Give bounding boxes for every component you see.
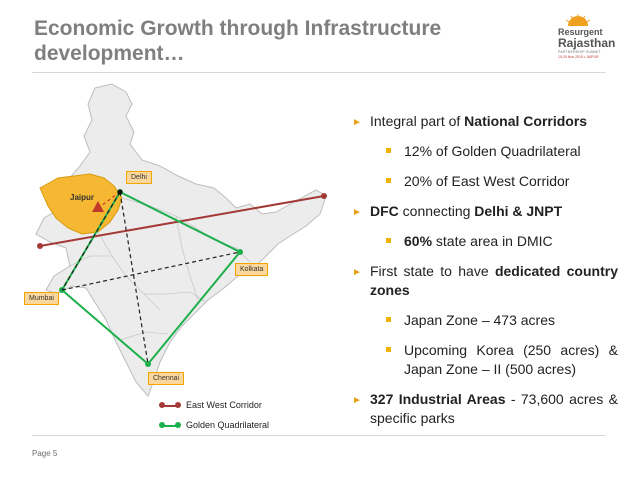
bullet-text: Integral part of — [370, 113, 465, 129]
bullet-dfc: ► DFC connecting Delhi & JNPT — [352, 202, 618, 221]
logo-text-date: 19-20 Nov 2015 • JAIPUR — [558, 55, 599, 59]
arrow-bullet-icon: ► — [352, 207, 362, 218]
title-line-2: development… — [34, 42, 185, 65]
jaipur-label: Jaipur — [70, 193, 94, 202]
logo-text-summit: PARTNERSHIP SUMMIT — [558, 50, 601, 54]
arrow-bullet-icon: ► — [352, 117, 362, 128]
bullet-text: First state to have — [370, 263, 495, 279]
sub-bullet-bold-text: 60% — [404, 233, 433, 249]
kolkata-label: Kolkata — [235, 263, 269, 276]
bullet-national-corridors: ► Integral part of National Corridors — [352, 112, 618, 131]
square-bullet-icon — [386, 178, 391, 183]
chennai-label: Chennai — [148, 372, 185, 385]
logo-text-rajasthan: Rajasthan — [558, 36, 616, 50]
golden-swatch-dot-left — [159, 422, 165, 428]
sub-bullet-text: 12% of Golden Quadrilateral — [404, 143, 581, 159]
title-line-1: Economic Growth through Infrastructure — [34, 17, 442, 40]
bullet-bold-text: National Corridors — [464, 113, 588, 129]
title-divider — [32, 72, 606, 73]
square-bullet-icon — [386, 317, 391, 322]
legend-golden-label: Golden Quadrilateral — [186, 420, 270, 430]
legend-east-west-label: East West Corridor — [186, 400, 262, 410]
east-west-swatch-dot-left — [159, 402, 165, 408]
mumbai-kolkata-dashed — [61, 251, 241, 291]
golden-swatch-dot-right — [175, 422, 181, 428]
bullet-bold-text: DFC — [370, 203, 399, 219]
india-map: Jaipur — [35, 83, 327, 397]
bullet-bold-text: 327 Industrial Areas — [370, 391, 506, 407]
sub-bullet-text: Japan Zone – 473 acres — [404, 312, 555, 328]
square-bullet-icon — [386, 347, 391, 352]
square-bullet-icon — [386, 148, 391, 153]
sub-bullet-korea-zone: Upcoming Korea (250 acres) & Japan Zone … — [352, 341, 618, 379]
bullet-list: ► Integral part of National Corridors 12… — [352, 112, 618, 439]
jaipur-marker-icon — [92, 201, 104, 212]
map-legend: East West Corridor Golden Quadrilateral — [158, 396, 338, 436]
east-west-corridor-line — [39, 195, 325, 247]
slide-title: Economic Growth through Infrastructure d… — [34, 16, 504, 66]
mumbai-label: Mumbai — [24, 292, 59, 305]
sub-bullet-text: state area in DMIC — [432, 233, 553, 249]
sub-bullet-text: 20% of East West Corridor — [404, 173, 570, 189]
delhi-label: Delhi — [126, 171, 152, 184]
sub-bullet-dmic: 60% state area in DMIC — [352, 232, 618, 251]
sub-bullet-golden: 12% of Golden Quadrilateral — [352, 142, 618, 161]
square-bullet-icon — [386, 238, 391, 243]
east-west-east-end — [321, 193, 327, 199]
bullet-industrial-areas: ► 327 Industrial Areas - 73,600 acres & … — [352, 390, 618, 428]
east-west-swatch — [162, 405, 178, 407]
legend-golden: Golden Quadrilateral — [158, 416, 338, 436]
arrow-bullet-icon: ► — [352, 267, 362, 278]
india-landmass — [35, 83, 327, 397]
bullet-bold-text: Delhi & JNPT — [474, 203, 563, 219]
east-west-swatch-dot-right — [175, 402, 181, 408]
dfc-line — [61, 191, 121, 291]
arrow-bullet-icon: ► — [352, 395, 362, 406]
summit-logo-icon — [565, 14, 591, 26]
bullet-text: - 73,600 acres & specific parks — [370, 391, 618, 426]
bullet-country-zones: ► First state to have dedicated country … — [352, 262, 618, 300]
jaipur-delhi-dashed — [97, 191, 121, 209]
rajasthan-region — [39, 173, 123, 235]
bullet-bold-text: dedicated country zones — [370, 263, 618, 298]
delhi-marker-icon — [117, 189, 123, 195]
bullet-text: connecting — [398, 203, 475, 219]
logo-text-resurgent: Resurgent — [558, 27, 603, 37]
gq-chennai-node — [145, 361, 151, 367]
east-west-west-end — [37, 243, 43, 249]
legend-east-west: East West Corridor — [158, 396, 338, 416]
page-number: Page 5 — [32, 449, 58, 458]
golden-swatch — [162, 425, 178, 427]
delhi-chennai-dashed — [119, 191, 149, 365]
footer-divider — [32, 435, 606, 436]
sub-bullet-east-west: 20% of East West Corridor — [352, 172, 618, 191]
sub-bullet-text: Upcoming Korea (250 acres) & Japan Zone … — [404, 342, 618, 377]
sub-bullet-japan-zone: Japan Zone – 473 acres — [352, 311, 618, 330]
